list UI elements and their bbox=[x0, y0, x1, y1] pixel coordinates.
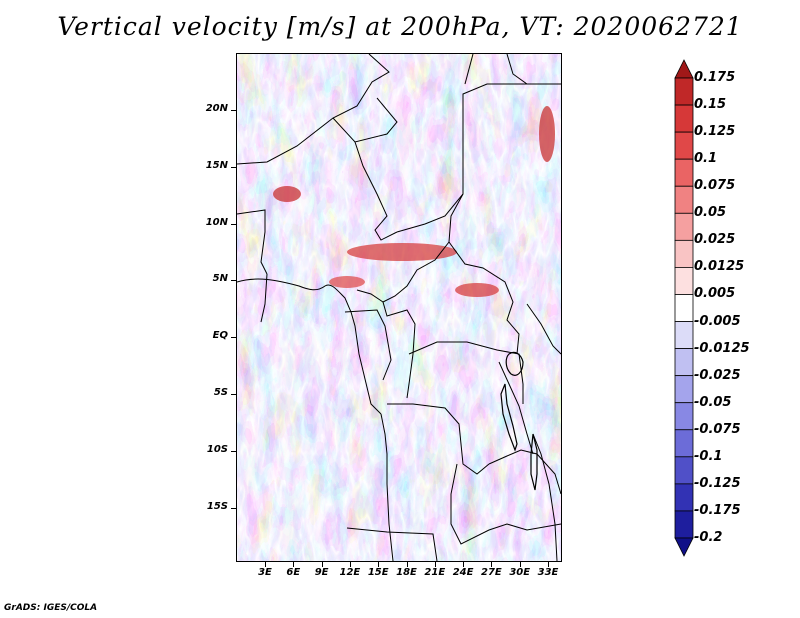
colorbar-swatch bbox=[674, 483, 694, 512]
colorbar-level-label: 0.175 bbox=[694, 70, 736, 85]
colorbar-level-label: 0.025 bbox=[694, 232, 736, 248]
lat-label: 10N bbox=[205, 216, 228, 228]
lon-tick bbox=[463, 562, 465, 567]
colorbar-level-label: 0.1 bbox=[694, 151, 718, 167]
colorbar-swatch bbox=[674, 104, 694, 133]
lat-label: 5S bbox=[213, 387, 228, 398]
lon-tick bbox=[265, 562, 266, 567]
lat-label: 15N bbox=[205, 159, 228, 171]
colorbar-swatch bbox=[674, 510, 694, 539]
colorbar-level-label: 0.075 bbox=[694, 178, 736, 194]
colorbar-swatch bbox=[674, 239, 694, 268]
colorbar-swatch bbox=[674, 131, 694, 160]
colorbar-level-label: -0.0125 bbox=[694, 340, 750, 356]
colorbar-level-label: 0.125 bbox=[694, 124, 736, 140]
colorbar-swatch bbox=[674, 429, 694, 458]
lon-tick bbox=[321, 562, 323, 567]
grads-credit: GrADS: IGES/COLA bbox=[4, 603, 98, 613]
colorbar-swatch bbox=[674, 294, 694, 322]
colorbar-level-label: 0.0125 bbox=[694, 259, 745, 275]
lon-tick bbox=[293, 562, 295, 567]
lon-label: 21E bbox=[424, 567, 446, 578]
lon-tick bbox=[406, 562, 408, 567]
colorbar-swatch bbox=[674, 456, 694, 485]
colorbar-swatch bbox=[674, 375, 694, 404]
lon-label: 15E bbox=[367, 567, 389, 578]
colorbar-bottom-arrow bbox=[674, 537, 694, 557]
lon-tick bbox=[491, 562, 493, 567]
colorbar-level-label: -0.005 bbox=[694, 313, 741, 329]
colorbar-swatch bbox=[674, 77, 694, 106]
lon-tick bbox=[378, 562, 380, 567]
lon-label: 9E bbox=[314, 567, 329, 578]
lon-label: 24E bbox=[452, 567, 474, 578]
colorbar-level-label: -0.025 bbox=[694, 367, 741, 383]
colorbar-level-label: 0.005 bbox=[694, 286, 736, 302]
lon-tick bbox=[434, 562, 436, 567]
lakes bbox=[500, 351, 538, 491]
colorbar-top-arrow bbox=[674, 59, 694, 79]
lon-label: 3E bbox=[258, 567, 272, 578]
colorbar-level-label: -0.2 bbox=[694, 530, 723, 545]
colorbar-level-label: -0.05 bbox=[694, 394, 732, 410]
country-borders bbox=[237, 54, 561, 561]
lon-label: 18E bbox=[396, 567, 417, 578]
colorbar-level-label: -0.175 bbox=[694, 502, 741, 518]
lon-label: 27E bbox=[481, 567, 502, 578]
map-plot-area bbox=[236, 53, 562, 562]
strong-updraft-band bbox=[273, 106, 555, 297]
lat-tick bbox=[231, 337, 236, 339]
lat-tick bbox=[231, 507, 236, 509]
colorbar-level-label: -0.125 bbox=[694, 475, 741, 491]
velocity-field bbox=[237, 54, 561, 561]
lon-tick bbox=[548, 562, 549, 567]
lat-tick bbox=[231, 166, 236, 168]
colorbar-swatch bbox=[674, 321, 694, 349]
lat-label: 10S bbox=[206, 443, 228, 455]
colorbar-swatch bbox=[674, 185, 694, 214]
colorbar-swatch bbox=[674, 267, 694, 295]
lat-label: 20N bbox=[205, 103, 228, 114]
lat-tick bbox=[231, 110, 236, 111]
colorbar-level-label: 0.15 bbox=[694, 97, 727, 113]
colorbar-level-label: -0.075 bbox=[694, 421, 741, 437]
lat-tick bbox=[231, 280, 236, 282]
lon-label: 33E bbox=[537, 567, 559, 578]
lat-tick bbox=[231, 394, 236, 395]
map-title: Vertical velocity [m/s] at 200hPa, VT: 2… bbox=[57, 12, 743, 41]
lon-label: 12E bbox=[339, 567, 361, 578]
lon-label: 6E bbox=[286, 567, 301, 578]
colorbar-swatch bbox=[674, 212, 694, 241]
velocity-detail bbox=[237, 54, 561, 561]
lon-tick bbox=[519, 562, 521, 567]
lat-label: 15S bbox=[206, 500, 228, 512]
colorbar-swatch bbox=[674, 402, 694, 431]
lon-label: 30E bbox=[509, 567, 531, 578]
lat-tick bbox=[231, 223, 236, 225]
lat-label: 5N bbox=[212, 273, 228, 285]
colorbar-swatch bbox=[674, 348, 694, 377]
lat-tick bbox=[231, 450, 236, 452]
colorbar-swatch bbox=[674, 158, 694, 187]
colorbar bbox=[674, 59, 694, 557]
colorbar-level-label: 0.05 bbox=[694, 205, 727, 221]
lat-label: EQ bbox=[212, 330, 228, 342]
lon-tick bbox=[349, 562, 351, 567]
colorbar-level-label: -0.1 bbox=[694, 448, 723, 464]
